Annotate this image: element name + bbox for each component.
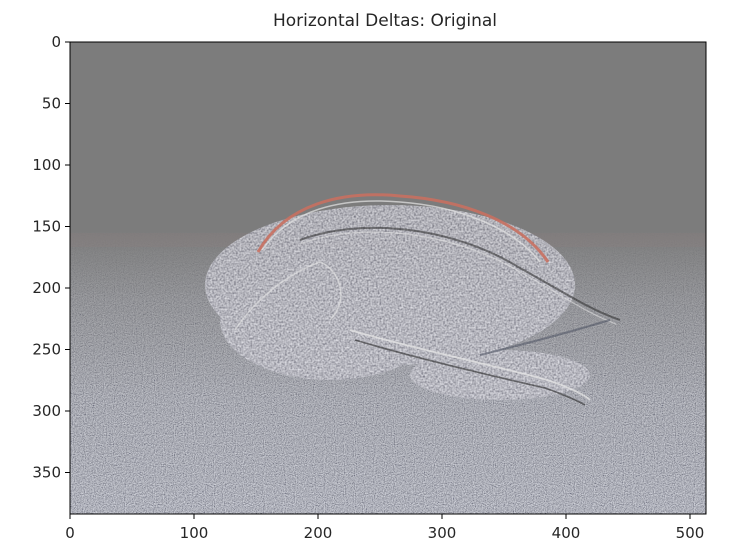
flipper-edge bbox=[349, 329, 591, 401]
y-tick-label: 0 bbox=[51, 33, 61, 51]
x-tick-label: 0 bbox=[65, 524, 75, 542]
shell-contour bbox=[299, 226, 621, 321]
shell-contour-light bbox=[299, 231, 617, 325]
shell-edge bbox=[256, 193, 550, 263]
y-tick-label: 200 bbox=[32, 279, 61, 297]
x-axis: 0 100 200 300 400 500 bbox=[65, 514, 704, 542]
flipper-edge-dark bbox=[354, 339, 586, 406]
y-tick-label: 300 bbox=[32, 402, 61, 420]
y-axis: 0 50 100 150 200 250 300 350 bbox=[32, 33, 70, 482]
y-tick-label: 250 bbox=[32, 341, 61, 359]
y-tick-label: 350 bbox=[32, 464, 61, 482]
figure-title: Horizontal Deltas: Original bbox=[273, 11, 497, 31]
x-tick-label: 500 bbox=[676, 524, 705, 542]
shell-edge-highlight bbox=[261, 200, 541, 263]
turtle-head-edge bbox=[234, 261, 342, 331]
plot-area bbox=[70, 42, 706, 514]
y-tick-label: 50 bbox=[42, 95, 61, 113]
x-tick-label: 100 bbox=[180, 524, 209, 542]
x-tick-label: 300 bbox=[428, 524, 457, 542]
y-tick-label: 100 bbox=[32, 156, 61, 174]
y-tick-label: 150 bbox=[32, 218, 61, 236]
x-tick-label: 400 bbox=[552, 524, 581, 542]
shadow-edge bbox=[479, 319, 611, 356]
axes-frame bbox=[69, 41, 707, 515]
x-tick-label: 200 bbox=[304, 524, 333, 542]
